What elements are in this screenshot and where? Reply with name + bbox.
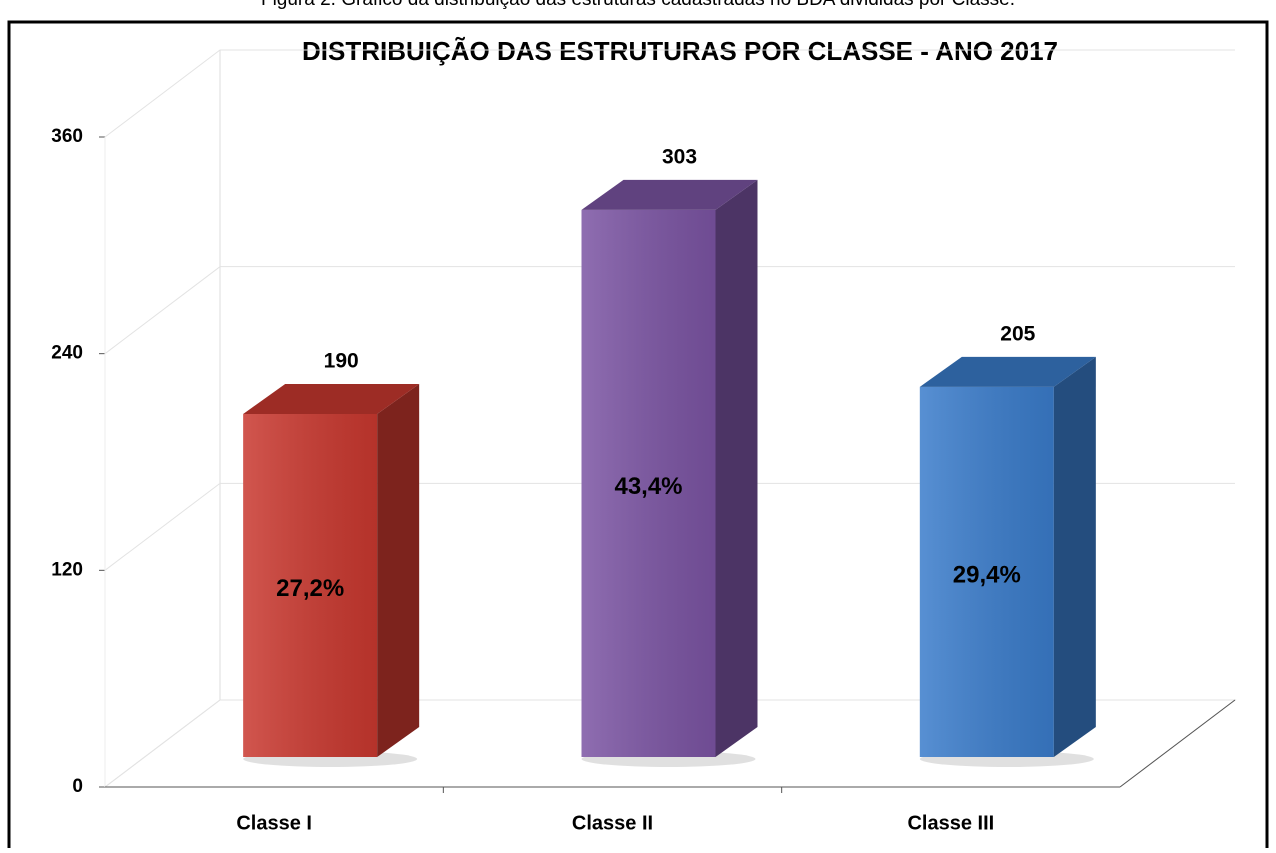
percentage-label: 29,4%: [953, 561, 1021, 588]
caption: Figura 2. Gráfico da distribuição das es…: [261, 0, 1015, 10]
percentage-label: 43,4%: [614, 473, 682, 500]
bar-side: [715, 179, 758, 757]
bar-side: [1053, 356, 1096, 757]
bar-sheen: [581, 209, 716, 757]
x-tick-label: Classe I: [236, 812, 312, 834]
grid-line: [104, 266, 1235, 355]
y-tick-label: 120: [51, 559, 83, 580]
grid-line: [104, 482, 1235, 571]
bar-top: [919, 356, 1096, 387]
y-tick-label: 360: [51, 126, 83, 147]
value-label: 190: [324, 349, 359, 372]
bar-sheen: [919, 386, 1054, 757]
grid-line: [104, 49, 1235, 138]
floor-edge: [1119, 699, 1236, 788]
x-tick-label: Classe III: [907, 812, 994, 834]
percentage-label: 27,2%: [276, 575, 344, 602]
bar-sheen: [243, 413, 378, 757]
value-label: 303: [662, 145, 697, 168]
y-tick-label: 0: [72, 776, 83, 797]
y-tick-label: 240: [51, 343, 83, 364]
value-label: 205: [1000, 322, 1035, 345]
bar-top: [581, 179, 758, 210]
grid-line: [104, 699, 1235, 788]
bar-side: [377, 383, 420, 757]
x-tick-label: Classe II: [572, 812, 653, 834]
chart-title: DISTRIBUIÇÃO DAS ESTRUTURAS POR CLASSE -…: [302, 36, 1058, 66]
bar-top: [243, 383, 420, 414]
